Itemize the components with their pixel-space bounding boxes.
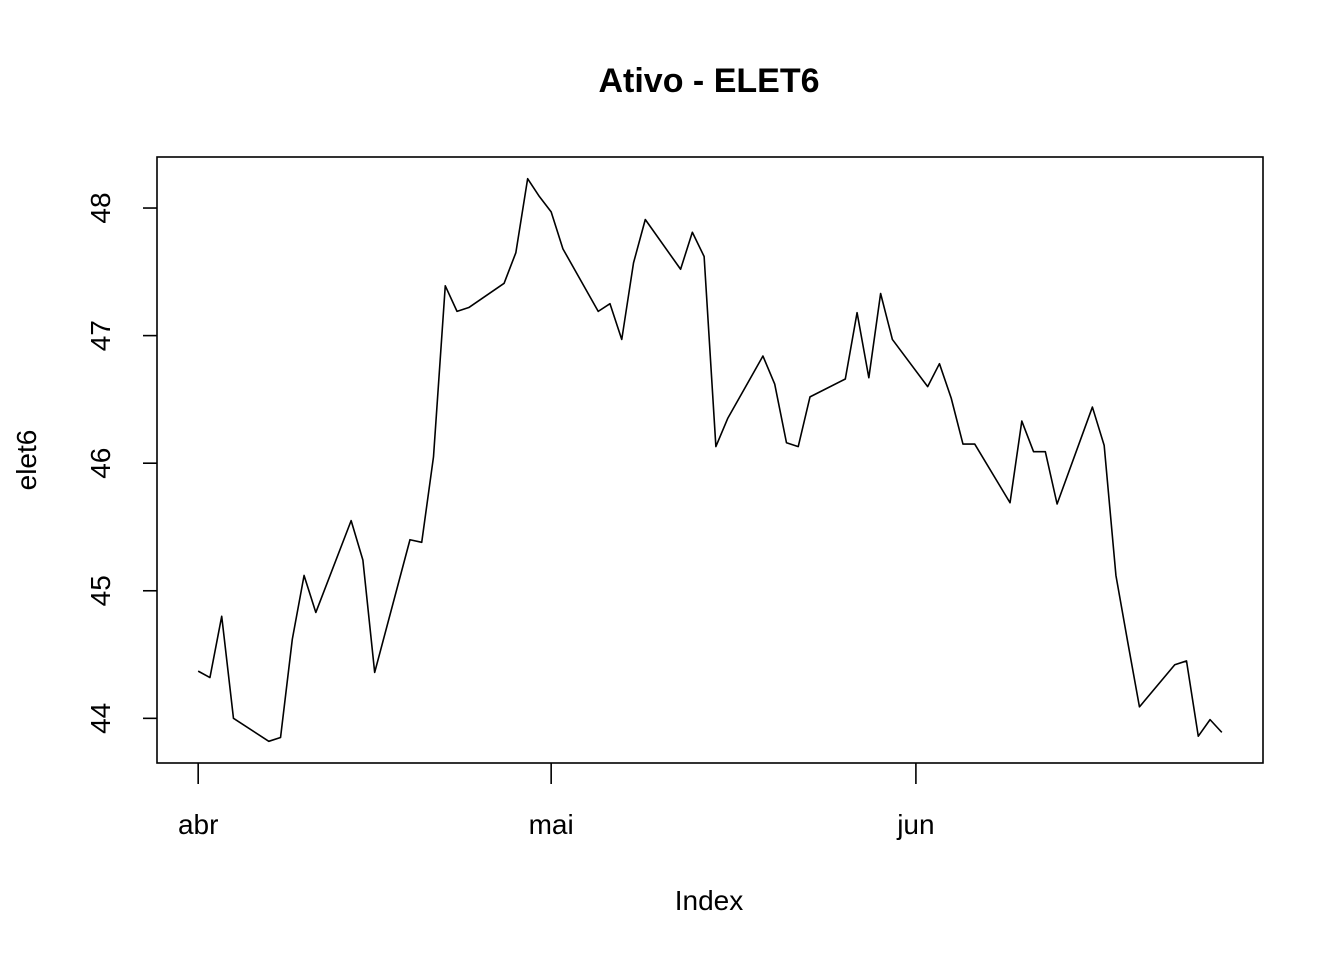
x-axis: abr mai jun: [178, 763, 935, 840]
x-tick-label: abr: [178, 809, 218, 840]
y-tick-label: 46: [85, 448, 116, 479]
y-axis: 44 45 46 47 48: [85, 192, 157, 734]
series-line: [197, 177, 1223, 743]
y-axis-label: elet6: [11, 430, 42, 491]
plot-frame: [156, 156, 1264, 764]
x-tick-label: jun: [896, 809, 934, 840]
y-tick-label: 48: [85, 192, 116, 223]
chart-title: Ativo - ELET6: [598, 62, 819, 100]
y-tick-label: 45: [85, 575, 116, 606]
x-axis-label: Index: [675, 885, 744, 916]
y-tick-label: 44: [85, 703, 116, 734]
y-tick-label: 47: [85, 320, 116, 351]
x-tick-label: mai: [529, 809, 574, 840]
